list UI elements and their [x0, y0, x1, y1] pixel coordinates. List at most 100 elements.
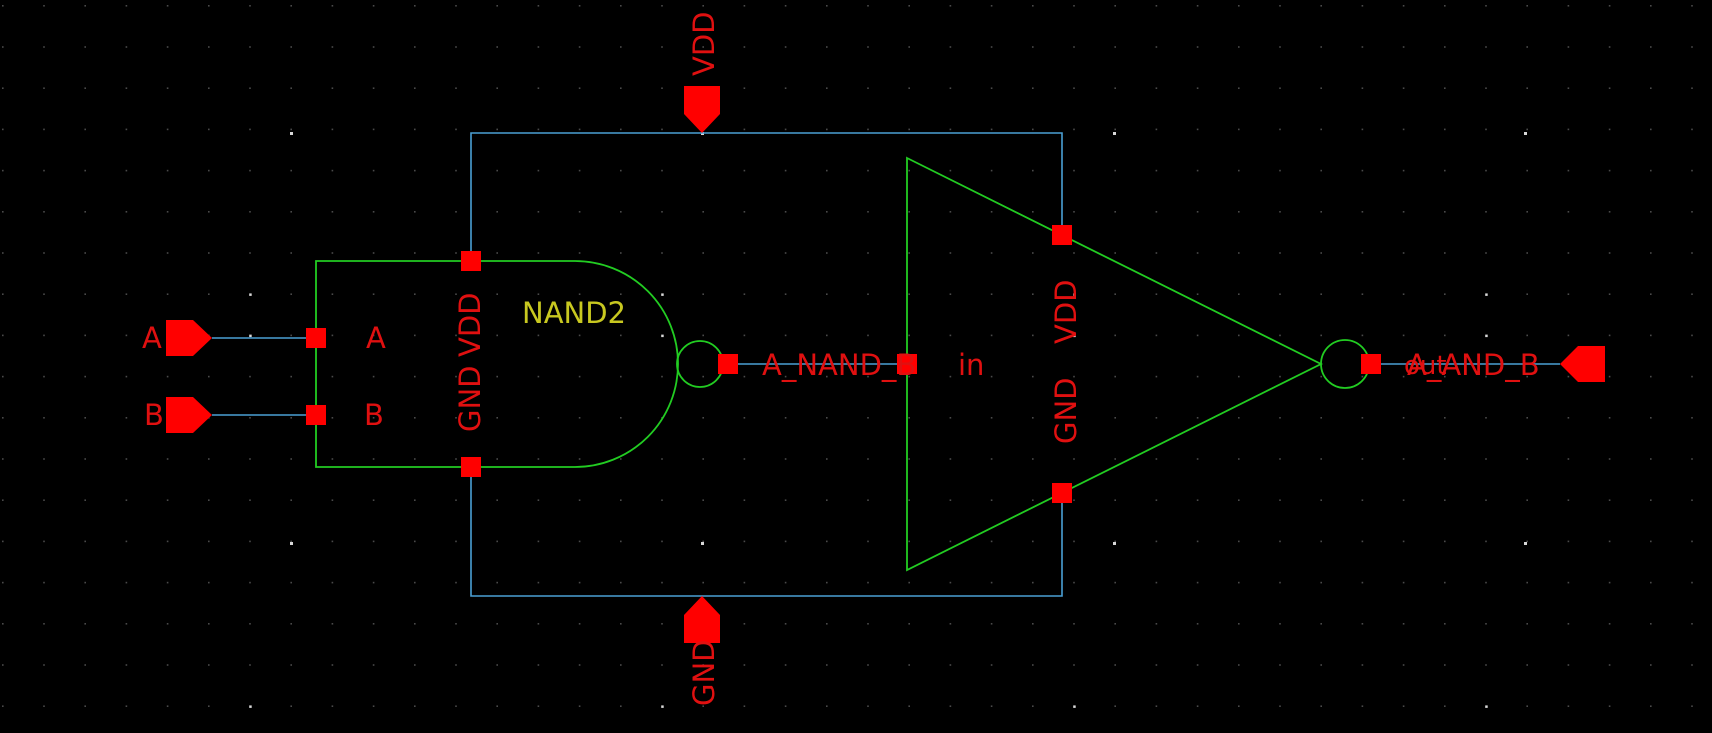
- grid-dot: [1032, 128, 1034, 131]
- nand2-pin-vdd[interactable]: [461, 251, 481, 271]
- grid-dot: [372, 458, 375, 460]
- grid-dot: [867, 128, 869, 131]
- grid-dot: [1238, 540, 1240, 543]
- output-pin-flag[interactable]: [1560, 346, 1605, 382]
- grid-dot: [1114, 169, 1116, 172]
- grid-dot: [1402, 664, 1405, 666]
- grid-dot: [372, 623, 375, 625]
- gnd-net-wire[interactable]: [470, 467, 1063, 597]
- grid-dot: [784, 540, 787, 543]
- grid-dot: [1526, 87, 1528, 89]
- nand2-pin-a[interactable]: [306, 328, 326, 348]
- vdd-net-wire[interactable]: [470, 132, 1063, 261]
- grid-dot: [496, 705, 498, 707]
- grid-dot: [43, 87, 45, 89]
- input-b-pin-flag[interactable]: [166, 397, 212, 433]
- grid-dot: [1320, 211, 1322, 213]
- grid-dot: [1032, 293, 1034, 295]
- grid-dot: [1485, 211, 1487, 213]
- grid-dot: [1238, 664, 1240, 666]
- grid-dot: [949, 705, 952, 707]
- grid-dot: [1155, 417, 1158, 419]
- grid-dot: [414, 252, 416, 254]
- nand2-pin-gnd[interactable]: [461, 457, 481, 477]
- grid-dot: [620, 499, 622, 501]
- grid-dot: [1155, 581, 1158, 584]
- grid-dot: [826, 458, 828, 460]
- vdd-pin-flag[interactable]: [684, 86, 720, 133]
- grid-dot: [249, 417, 251, 419]
- grid-dot: [743, 334, 746, 337]
- grid-dot: [1444, 252, 1446, 254]
- grid-dot: [414, 499, 416, 501]
- grid-dot: [1691, 293, 1693, 295]
- grid-dot: [1032, 705, 1034, 707]
- inverter-pin-vdd[interactable]: [1052, 225, 1072, 245]
- grid-dot: [578, 169, 581, 172]
- nand2-gate[interactable]: [315, 260, 724, 468]
- grid-dot: [1526, 581, 1528, 584]
- input-a-pin-flag[interactable]: [166, 320, 212, 356]
- grid-dot: [867, 540, 869, 543]
- grid-dot: [414, 458, 416, 460]
- grid-dot: [1320, 87, 1322, 89]
- nand2-pin-out[interactable]: [718, 354, 738, 374]
- grid-dot: [1073, 128, 1075, 131]
- grid-dot: [1196, 540, 1199, 543]
- grid-dot: [1567, 169, 1570, 172]
- pin-squares: [306, 225, 1381, 503]
- grid-dot: [43, 623, 45, 625]
- inverter-pin-in[interactable]: [897, 354, 917, 374]
- grid-dot: [1238, 458, 1240, 460]
- grid-dot: [1238, 169, 1240, 172]
- grid-dot: [949, 623, 952, 625]
- grid-dot: [372, 664, 375, 666]
- grid-dot: [661, 540, 663, 543]
- grid-dot: [1485, 46, 1487, 48]
- grid-dot: [414, 46, 416, 48]
- grid-dot: [1032, 664, 1034, 666]
- grid-dot: [743, 87, 746, 89]
- grid-dot: [2, 128, 4, 131]
- grid-dot: [249, 623, 251, 625]
- gnd-pin-flag[interactable]: [684, 596, 720, 643]
- input-b-pin-label: B: [144, 398, 164, 432]
- grid-dot: [125, 128, 128, 131]
- grid-dot: [455, 334, 457, 337]
- grid-dot: [414, 581, 416, 584]
- grid-dot: [1608, 375, 1611, 378]
- grid-dot: [290, 334, 292, 337]
- grid-dot-major: [290, 542, 293, 545]
- grid-dot: [578, 417, 581, 419]
- grid-dot: [1691, 499, 1693, 501]
- grid-dot: [1650, 705, 1652, 707]
- inverter-pin-out[interactable]: [1361, 354, 1381, 374]
- grid-dot: [414, 293, 416, 295]
- grid-dot: [620, 540, 622, 543]
- grid-dot: [784, 705, 787, 707]
- grid-dot: [578, 5, 581, 7]
- vdd-pin-label: VDD: [687, 12, 721, 77]
- grid-dot: [1196, 581, 1199, 584]
- grid-dot: [537, 417, 540, 419]
- grid-dot: [661, 581, 663, 584]
- grid-dot: [166, 211, 169, 213]
- grid-dot: [990, 5, 993, 7]
- grid-dot: [908, 705, 910, 707]
- grid-dot: [455, 46, 457, 48]
- grid-dot: [43, 499, 45, 501]
- grid-dot: [208, 211, 210, 213]
- grid-dot: [1485, 169, 1487, 172]
- inverter-pin-gnd[interactable]: [1052, 483, 1072, 503]
- grid-dot: [1155, 5, 1158, 7]
- grid-dot: [84, 293, 86, 295]
- nand2-pin-b-label: B: [364, 398, 384, 432]
- grid-dot: [331, 705, 334, 707]
- grid-dot: [949, 46, 952, 48]
- grid-dot: [1320, 293, 1322, 295]
- grid-dot: [1444, 623, 1446, 625]
- nand2-pin-b[interactable]: [306, 405, 326, 425]
- grid-dot: [1361, 46, 1364, 48]
- grid-dot: [1361, 128, 1364, 131]
